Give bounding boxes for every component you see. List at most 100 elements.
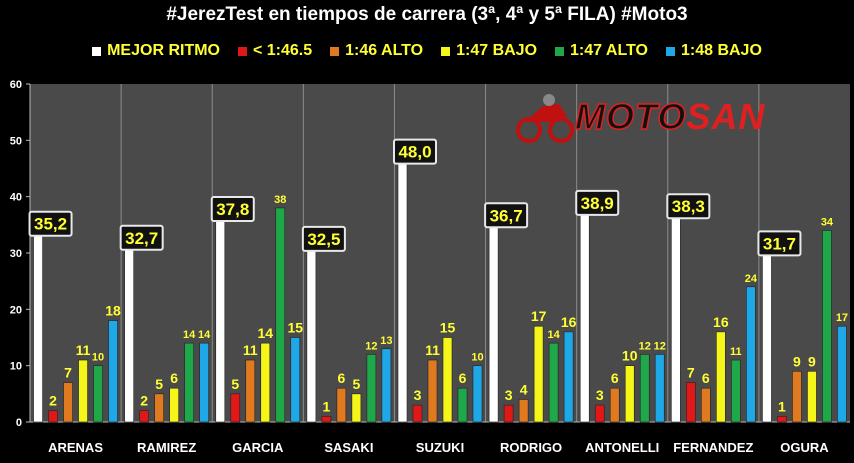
data-label: 34 [821, 216, 834, 228]
data-label: 15 [440, 320, 456, 336]
motosan-logo: MOTOSAN [515, 92, 815, 144]
bar [548, 342, 559, 423]
y-tick-label: 0 [16, 417, 22, 429]
data-label: 4 [520, 381, 528, 397]
data-label: 14 [198, 329, 211, 341]
bar [503, 404, 514, 423]
data-label: 32,7 [125, 229, 158, 248]
data-label: 11 [76, 342, 91, 358]
data-label: 2 [140, 393, 148, 409]
data-label: 38,3 [672, 197, 705, 216]
y-tick-label: 60 [10, 79, 22, 91]
logo-text-san: SAN [686, 96, 766, 137]
data-label: 12 [365, 340, 377, 352]
legend-item: < 1:46.5 [237, 42, 313, 60]
x-tick-label: RAMIREZ [137, 440, 196, 455]
best-pace-label-box [119, 224, 164, 251]
bar [701, 387, 711, 423]
bar [381, 348, 392, 423]
bar [154, 393, 164, 423]
data-label: 11 [730, 346, 742, 358]
bar [290, 337, 301, 423]
bar [624, 365, 635, 423]
best-pace-label-box [210, 196, 255, 223]
bar [762, 243, 772, 423]
bar [518, 399, 529, 423]
data-label: 17 [836, 312, 848, 324]
bar [199, 342, 209, 423]
data-label: 5 [155, 376, 163, 392]
legend-item: 1:48 BAJO [665, 42, 762, 60]
data-label: 6 [337, 370, 345, 386]
best-pace-label-box [575, 189, 620, 216]
x-tick-label: RODRIGO [500, 440, 562, 455]
bar [412, 404, 423, 423]
x-tick-label: ANTONELLI [585, 440, 659, 455]
legend-swatch [237, 46, 247, 56]
data-label: 13 [380, 335, 392, 347]
data-label: 10 [622, 348, 638, 364]
legend-label: < 1:46.5 [252, 42, 313, 59]
motorcycle-icon [516, 94, 574, 143]
bar [124, 237, 134, 423]
data-label: 9 [808, 353, 816, 369]
y-tick-label: 20 [10, 304, 22, 316]
bar [33, 223, 43, 423]
bar [639, 354, 650, 423]
bar [837, 325, 847, 423]
best-pace-label-box [757, 230, 802, 257]
legend-swatch [665, 46, 675, 56]
bar [78, 359, 88, 423]
legend-item: 1:47 BAJO [441, 42, 537, 60]
data-label: 3 [414, 387, 422, 403]
bar [260, 342, 271, 423]
best-pace-label-box [28, 210, 73, 237]
bar [306, 238, 317, 423]
data-label: 6 [702, 370, 710, 386]
bar [108, 320, 118, 423]
data-label: 35,2 [34, 215, 67, 234]
data-label: 12 [639, 340, 651, 352]
bar [686, 382, 696, 423]
data-label: 31,7 [763, 234, 796, 253]
data-label: 14 [183, 329, 196, 341]
legend-item: MEJOR RITMO [92, 42, 220, 60]
bar [822, 230, 832, 423]
data-label: 38,9 [581, 194, 614, 213]
data-label: 36,7 [490, 206, 523, 225]
bar [716, 331, 726, 423]
legend-swatch [441, 46, 451, 56]
bar [427, 359, 438, 423]
best-pace-label-box [393, 138, 437, 165]
bar [397, 151, 408, 423]
legend-swatch [92, 46, 102, 56]
legend-label: 1:47 ALTO [570, 42, 648, 59]
y-tick-label: 30 [10, 248, 22, 260]
x-tick-label: OGURA [780, 440, 829, 455]
bar [321, 416, 332, 423]
bar [777, 416, 787, 423]
data-label: 10 [92, 352, 104, 364]
bar [472, 365, 483, 423]
bar [671, 205, 681, 423]
bar [488, 214, 499, 423]
data-label: 32,5 [307, 230, 340, 249]
x-tick-label: SASAKI [324, 440, 373, 455]
data-label: 10 [471, 352, 483, 364]
bar [746, 286, 756, 423]
bar [48, 410, 58, 423]
data-label: 37,8 [216, 200, 249, 219]
x-tick-label: SUZUKI [416, 440, 464, 455]
legend-swatch [330, 46, 340, 56]
bar [654, 354, 665, 423]
bar [563, 331, 574, 423]
legend-item: 1:46 ALTO [330, 42, 423, 60]
bar [366, 354, 377, 423]
logo-text: MOTOSAN [574, 95, 766, 138]
data-label: 11 [425, 342, 440, 358]
y-tick-label: 10 [10, 361, 22, 373]
bar [63, 382, 73, 423]
best-pace-label-box [484, 202, 529, 229]
data-label: 16 [713, 314, 729, 330]
data-label: 6 [459, 370, 467, 386]
